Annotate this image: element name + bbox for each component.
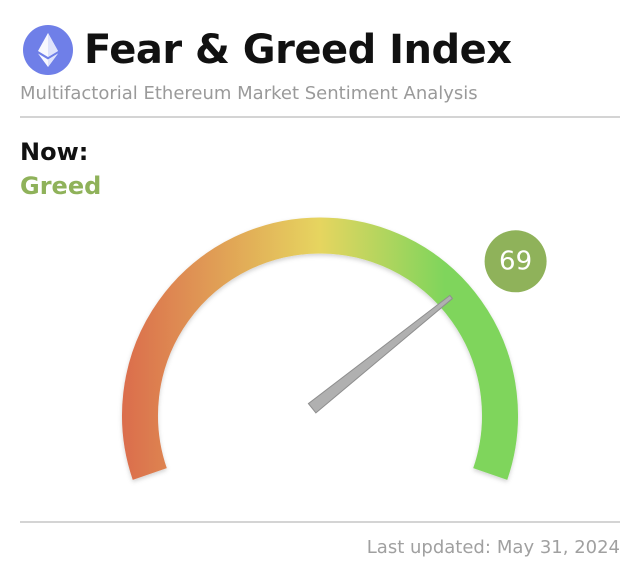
footer-divider (20, 521, 620, 523)
score-value: 69 (499, 246, 532, 276)
header-divider (20, 116, 620, 118)
last-updated-label: Last updated: (366, 537, 491, 558)
score-badge (484, 230, 547, 293)
ethereum-icon (23, 25, 73, 75)
gauge-needle (307, 294, 454, 414)
sentiment-label: Greed (20, 172, 102, 200)
last-updated-date: May 31, 2024 (496, 537, 620, 558)
page-title: Fear & Greed Index (84, 27, 512, 73)
now-label: Now: (20, 138, 89, 166)
last-updated: Last updated: May 31, 2024 (367, 536, 620, 560)
page-subtitle: Multifactorial Ethereum Market Sentiment… (20, 83, 478, 104)
gauge-arc (122, 217, 518, 480)
